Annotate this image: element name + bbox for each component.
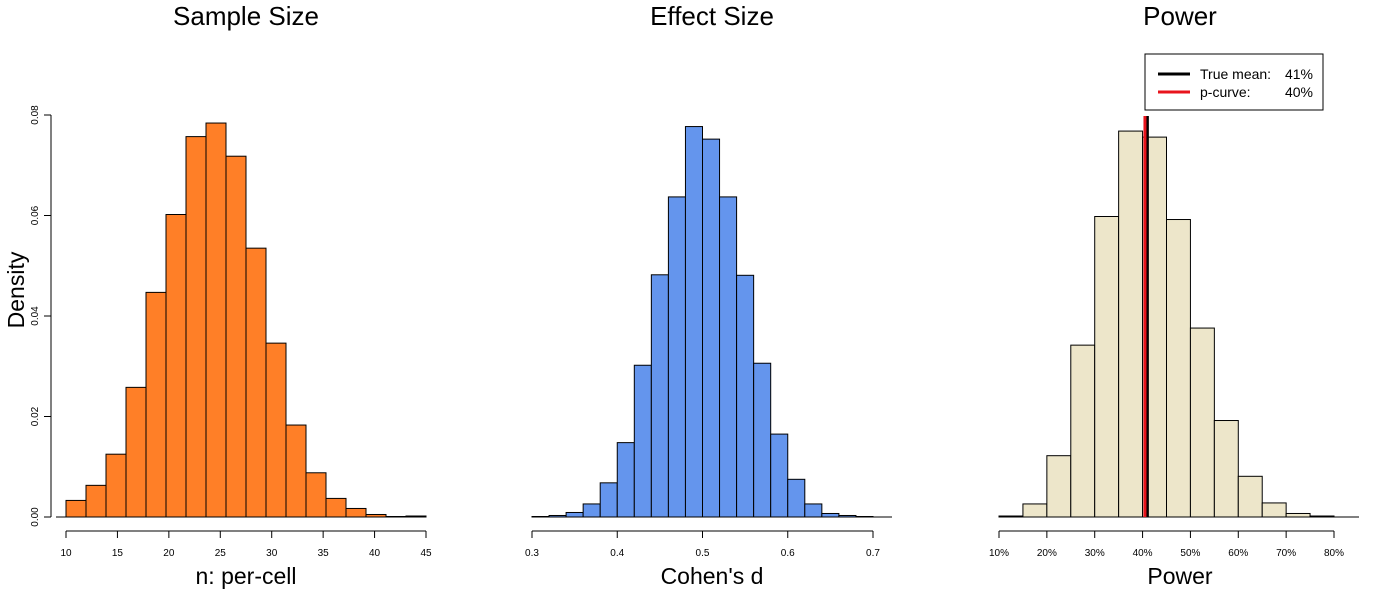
bar-effect-size-8: [667, 196, 686, 518]
bar-effect-size-19: [855, 516, 874, 518]
bar-power-1: [1022, 503, 1048, 518]
x-tick-label-power-3: 40%: [1133, 548, 1153, 559]
y-tick-label-1: 0.02: [30, 406, 41, 426]
ylabel-density: Density: [3, 251, 29, 328]
bar-power-11: [1261, 502, 1287, 518]
x-tick-label-power-2: 30%: [1085, 548, 1105, 559]
bar-sample-size-8: [225, 155, 247, 518]
bar-power-9: [1213, 420, 1239, 518]
y-tick-label-4: 0.08: [30, 105, 41, 125]
y-tick-label-0: 0.00: [30, 507, 41, 527]
bar-effect-size-2: [565, 511, 584, 518]
x-tick-label-power-6: 70%: [1276, 548, 1296, 559]
x-tick-label-power-7: 80%: [1324, 548, 1344, 559]
bar-power-13: [1309, 515, 1335, 518]
bar-sample-size-2: [105, 453, 127, 518]
bar-effect-size-17: [821, 512, 840, 518]
bar-sample-size-14: [345, 507, 367, 518]
legend-value-p-curve: 40%: [1285, 84, 1313, 100]
bar-power-5: [1118, 130, 1144, 518]
histogram-panels: 10 15 20 25 30 35 40 450.000.020.040.060.080.3 0…: [30, 105, 1359, 559]
title-power: Power: [1143, 1, 1217, 31]
bar-power-7: [1166, 219, 1191, 518]
bar-sample-size-3: [125, 386, 147, 518]
x-tick-label-power-4: 50%: [1180, 548, 1200, 559]
x-tick-label-power-1: 20%: [1037, 548, 1057, 559]
bar-sample-size-13: [325, 497, 347, 518]
bar-effect-size-4: [599, 482, 618, 518]
bar-power-0: [998, 515, 1024, 518]
bar-effect-size-18: [838, 514, 857, 518]
bar-effect-size-0: [531, 516, 550, 518]
legend-box: [1144, 53, 1324, 111]
bar-sample-size-10: [265, 342, 287, 518]
x-tick-label-effect-size-4: 0.7: [866, 548, 880, 559]
bar-effect-size-6: [633, 364, 652, 518]
bar-sample-size-1: [85, 484, 107, 518]
xlabel-effect-size: Cohen's d: [661, 563, 764, 589]
bar-sample-size-7: [205, 122, 227, 518]
bar-sample-size-5: [165, 214, 187, 518]
title-sample-size: Sample Size: [173, 1, 319, 31]
x-tick-label-effect-size-3: 0.6: [781, 548, 795, 559]
bar-effect-size-13: [753, 362, 772, 518]
bar-effect-size-15: [787, 478, 806, 518]
x-tick-label-sample-size-5: 35: [318, 548, 330, 559]
x-tick-label-sample-size-3: 25: [215, 548, 227, 559]
bar-effect-size-5: [616, 442, 635, 518]
x-tick-label-power-0: 10%: [989, 548, 1009, 559]
legend: True mean: 41% p-curve: 40%: [1144, 53, 1324, 111]
x-tick-label-sample-size-0: 10: [60, 548, 72, 559]
bar-effect-size-12: [736, 274, 755, 518]
bar-effect-size-3: [582, 503, 601, 518]
bar-sample-size-16: [385, 516, 407, 518]
bar-sample-size-6: [185, 136, 207, 518]
x-tick-label-power-5: 60%: [1228, 548, 1248, 559]
title-effect-size: Effect Size: [650, 1, 774, 31]
bar-effect-size-11: [719, 196, 738, 518]
bar-power-12: [1285, 512, 1311, 518]
panel-effect-size: 0.3 0.4 0.5 0.6 0.7: [525, 126, 892, 559]
bar-power-3: [1070, 344, 1096, 518]
x-tick-label-effect-size-2: 0.5: [696, 548, 710, 559]
x-tick-label-sample-size-1: 15: [112, 548, 124, 559]
bar-power-8: [1189, 327, 1215, 518]
legend-label-p-curve: p-curve:: [1200, 84, 1251, 100]
bar-sample-size-4: [145, 291, 167, 518]
x-tick-label-sample-size-4: 30: [266, 548, 278, 559]
x-tick-label-sample-size-6: 40: [369, 548, 381, 559]
bar-sample-size-11: [285, 424, 307, 518]
bar-power-2: [1046, 455, 1072, 518]
panel-power: 10% 20% 30% 40% 50% 60% 70% 80%: [989, 116, 1359, 559]
legend-value-true-mean: 41%: [1285, 66, 1313, 82]
xlabel-power: Power: [1147, 563, 1213, 589]
x-tick-label-effect-size-1: 0.4: [610, 548, 624, 559]
x-tick-label-sample-size-7: 45: [420, 548, 432, 559]
bar-sample-size-0: [65, 499, 87, 518]
bar-sample-size-9: [245, 247, 267, 518]
x-tick-label-sample-size-2: 20: [163, 548, 175, 559]
bar-effect-size-1: [548, 514, 567, 518]
y-tick-label-3: 0.06: [30, 205, 41, 225]
bar-sample-size-15: [365, 513, 387, 518]
bar-power-4: [1094, 216, 1120, 518]
bar-effect-size-14: [770, 433, 789, 518]
y-tick-label-2: 0.04: [30, 306, 41, 326]
bar-effect-size-10: [702, 138, 721, 518]
legend-label-true-mean: True mean:: [1200, 66, 1271, 82]
bar-power-10: [1237, 475, 1263, 518]
bar-sample-size-17: [405, 515, 427, 518]
panel-sample-size: 10 15 20 25 30 35 40 45 0.00 0.02 0.04 0.06 0.08: [30, 105, 432, 559]
xlabel-sample-size: n: per-cell: [196, 563, 297, 589]
bar-sample-size-12: [305, 472, 327, 518]
bar-effect-size-7: [650, 274, 669, 518]
bar-effect-size-9: [684, 126, 704, 518]
bar-effect-size-16: [804, 503, 823, 518]
x-tick-label-effect-size-0: 0.3: [525, 548, 539, 559]
